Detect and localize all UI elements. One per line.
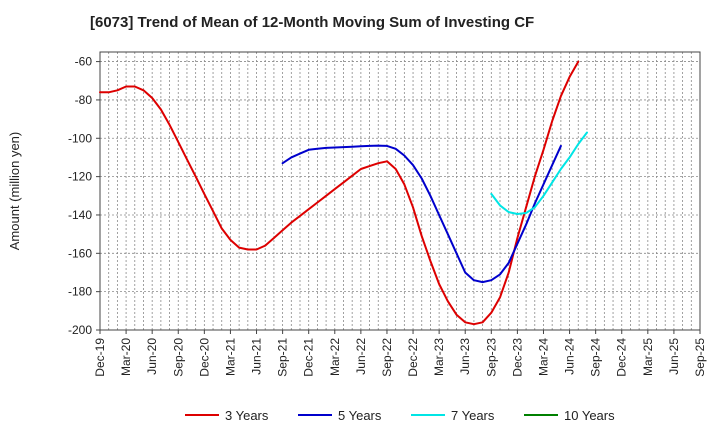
x-tick-label: Dec-19 — [93, 338, 107, 377]
legend-label-10-years: 10 Years — [564, 408, 615, 423]
y-tick-label: -200 — [68, 323, 92, 337]
y-tick-label: -140 — [68, 208, 92, 222]
chart-title: [6073] Trend of Mean of 12-Month Moving … — [90, 14, 535, 31]
y-axis-label: Amount (million yen) — [7, 132, 22, 251]
x-tick-label: Mar-21 — [223, 338, 237, 376]
x-tick-label: Sep-22 — [380, 338, 394, 377]
legend-label-3-years: 3 Years — [225, 408, 269, 423]
series-line-5-years — [281, 144, 562, 284]
plot-area-frame — [99, 51, 701, 331]
y-tick-label: -120 — [68, 170, 92, 184]
grid — [100, 52, 700, 330]
series-line-7-years — [490, 131, 588, 215]
x-tick-label: Sep-23 — [484, 338, 498, 377]
legend-label-5-years: 5 Years — [338, 408, 382, 423]
x-tick-label: Dec-20 — [197, 338, 211, 377]
x-tick-label: Dec-23 — [510, 338, 524, 377]
x-tick-label: Sep-20 — [171, 338, 185, 377]
x-tick-label: Jun-20 — [145, 338, 159, 375]
x-tick-label: Jun-24 — [563, 338, 577, 375]
x-tick-label: Sep-24 — [589, 338, 603, 377]
legend: 3 Years 5 Years 7 Years 10 Years — [185, 408, 615, 423]
y-axis: -60 -80 -100 -120 -140 -160 -180 -200 — [68, 55, 100, 337]
x-tick-label: Mar-23 — [432, 338, 446, 376]
y-tick-label: -100 — [68, 131, 92, 145]
y-tick-label: -160 — [68, 246, 92, 260]
x-tick-label: Jun-22 — [354, 338, 368, 375]
x-axis: Dec-19 Mar-20 Jun-20 Sep-20 Dec-20 Mar-21 Jun-… — [93, 330, 707, 377]
x-tick-label: Dec-21 — [302, 338, 316, 377]
y-tick-label: -60 — [75, 55, 93, 69]
x-tick-label: Mar-22 — [328, 338, 342, 376]
x-tick-label: Mar-24 — [536, 338, 550, 376]
series-line-3-years — [99, 60, 580, 326]
x-tick-label: Jun-21 — [250, 338, 264, 375]
x-tick-label: Sep-21 — [276, 338, 290, 377]
x-tick-label: Dec-22 — [406, 338, 420, 377]
y-tick-label: -80 — [75, 93, 93, 107]
x-tick-label: Jun-25 — [667, 338, 681, 375]
x-tick-label: Jun-23 — [458, 338, 472, 375]
x-tick-label: Mar-20 — [119, 338, 133, 376]
y-tick-label: -180 — [68, 285, 92, 299]
series-lines — [99, 60, 588, 326]
x-tick-label: Dec-24 — [615, 338, 629, 377]
legend-label-7-years: 7 Years — [451, 408, 495, 423]
x-tick-label: Sep-25 — [693, 338, 707, 377]
x-tick-label: Mar-25 — [641, 338, 655, 376]
